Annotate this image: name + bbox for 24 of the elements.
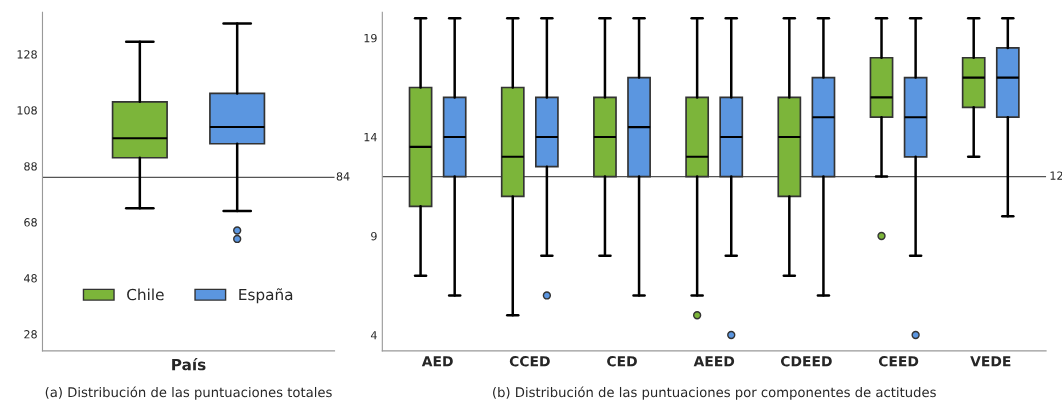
x-tick-label: AEED (693, 356, 735, 367)
x-tick-label: CCED (509, 355, 550, 367)
x-tick-label: AED (421, 356, 453, 367)
y-tick-label: 4 (370, 331, 377, 340)
ref-line-label: 12 (1050, 171, 1062, 180)
ref-line-label: 84 (336, 172, 350, 181)
y-tick-label: 88 (24, 162, 37, 171)
y-tick-label: 19 (364, 33, 377, 43)
legend-label: España (239, 288, 293, 304)
text: (b) Distribución de las puntuaciones por componentes de actitudes (493, 386, 936, 400)
y-tick-label: 128 (17, 50, 37, 59)
x-axis-title: País (172, 357, 206, 371)
y-tick-label: 48 (24, 274, 37, 283)
x-tick-label: VEDE (970, 356, 1011, 367)
y-tick-label: 28 (24, 330, 37, 339)
y-tick-label: 108 (17, 106, 37, 115)
y-tick-label: 68 (24, 218, 37, 227)
x-tick-label: CED (607, 355, 637, 367)
legend-label: Chile (127, 288, 164, 301)
x-tick-label: CEED (878, 355, 919, 367)
x-tick-label: CDEED (780, 355, 832, 367)
y-tick-label: 14 (364, 133, 377, 142)
y-tick-label: 9 (371, 231, 377, 241)
text: (a) Distribución de las puntuaciones totales (45, 386, 332, 400)
